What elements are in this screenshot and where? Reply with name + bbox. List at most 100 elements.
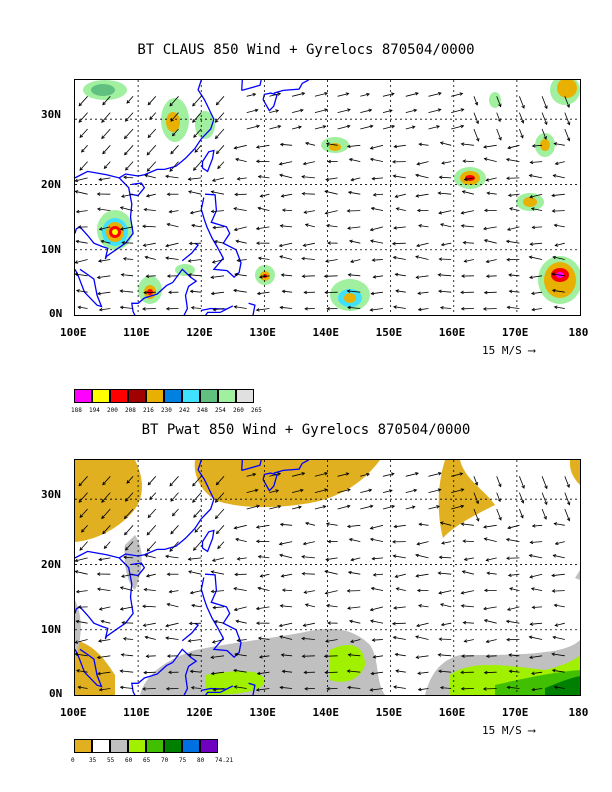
wind-vector <box>370 620 384 624</box>
wind-vector-head <box>279 522 284 527</box>
wind-vector <box>256 606 270 610</box>
wind-vector <box>337 109 351 113</box>
wind-vector-head <box>350 177 355 182</box>
wind-vector <box>256 308 270 311</box>
wind-vector-head <box>210 190 215 194</box>
wind-vector-head <box>166 274 171 278</box>
wind-vector <box>302 193 315 195</box>
wind-vector <box>269 473 281 477</box>
wind-vector-head <box>392 540 396 544</box>
wind-vector-head <box>497 118 501 123</box>
wind-vector-head <box>553 685 558 690</box>
wind-vector-head <box>393 524 398 529</box>
wind-vector <box>212 259 225 263</box>
wind-vector <box>124 508 134 519</box>
wind-vector <box>194 525 202 533</box>
wind-vector <box>347 226 361 229</box>
wind-vector <box>415 554 429 559</box>
wind-vector <box>98 557 111 561</box>
wind-vector-head <box>393 606 397 610</box>
wind-vector <box>418 688 429 691</box>
wind-vector <box>97 275 111 278</box>
wind-vector-head <box>213 240 218 244</box>
wind-vector <box>372 557 384 560</box>
wind-vector <box>124 145 134 156</box>
wind-vector <box>237 259 247 261</box>
wind-vector-head <box>146 151 151 156</box>
wind-vector <box>120 290 134 293</box>
coastline-segment <box>75 550 134 640</box>
wind-vector-head <box>211 640 216 644</box>
wind-vector-head <box>102 481 106 486</box>
wind-vector-head <box>123 515 128 520</box>
wind-vector <box>396 588 406 591</box>
wind-vector <box>246 489 258 493</box>
wind-vector <box>79 541 88 551</box>
wind-vector-head <box>392 174 397 178</box>
wind-vector-head <box>257 206 262 211</box>
wind-vector-head <box>119 586 124 590</box>
wind-vector <box>325 259 338 262</box>
wind-vector <box>120 606 134 610</box>
wind-vector-head <box>554 243 559 247</box>
wind-vector <box>483 226 497 230</box>
wind-vector-head <box>279 553 283 558</box>
wind-vector <box>438 274 452 277</box>
wind-vector-head <box>322 505 327 509</box>
wind-vector-head <box>498 136 502 141</box>
wind-vector <box>405 506 415 510</box>
wind-vector-head <box>121 620 125 625</box>
wind-vector <box>211 655 225 658</box>
wind-vector-head <box>520 499 525 504</box>
wind-vector <box>417 541 429 545</box>
wind-vector-head <box>145 193 150 198</box>
wind-vector-head <box>75 558 79 563</box>
wind-vector <box>169 476 179 487</box>
wind-vector-head <box>324 488 329 492</box>
wind-vector-head <box>190 686 195 690</box>
wind-vector <box>259 655 270 658</box>
wind-vector-head <box>233 288 237 293</box>
wind-vector-head <box>277 505 282 509</box>
wind-vector <box>440 223 452 228</box>
wind-vector <box>519 112 524 124</box>
wind-vector <box>553 554 565 559</box>
wind-vector <box>191 224 202 228</box>
wind-vector <box>326 605 338 608</box>
wind-vector <box>188 177 202 180</box>
wind-vector <box>382 489 393 493</box>
wind-vector <box>326 143 338 146</box>
wind-vector-head <box>75 272 79 277</box>
wind-vector <box>280 686 293 689</box>
wind-vector-head <box>193 167 197 171</box>
wind-vector <box>553 256 565 260</box>
wind-vector <box>496 492 501 502</box>
wind-vector <box>234 273 247 277</box>
wind-vector <box>529 573 543 578</box>
wind-vector <box>97 291 111 295</box>
wind-vector-head <box>417 291 421 295</box>
lon-label: 180 <box>568 326 589 339</box>
wind-vector <box>259 275 270 278</box>
wind-vector-head <box>370 619 374 624</box>
wind-vector-head <box>210 655 215 659</box>
wind-vector <box>507 226 520 231</box>
wind-vector-head <box>211 178 216 182</box>
wind-vector <box>473 476 478 486</box>
colorbar-swatch <box>110 389 128 403</box>
wind-vector <box>440 142 452 146</box>
coastline-segment <box>129 182 146 197</box>
wind-vector <box>530 242 543 245</box>
wind-vector <box>350 639 361 643</box>
wind-vector <box>280 306 293 309</box>
coastline-segment <box>181 622 200 642</box>
wind-vector <box>216 476 225 486</box>
wind-vector <box>551 193 565 197</box>
wind-vector-head <box>485 274 490 278</box>
wind-vector <box>552 289 565 293</box>
wind-vector <box>256 688 270 691</box>
wind-vector <box>373 655 384 658</box>
wind-vector-head <box>460 108 465 112</box>
wind-vector <box>507 686 520 689</box>
wind-vector <box>347 524 361 527</box>
